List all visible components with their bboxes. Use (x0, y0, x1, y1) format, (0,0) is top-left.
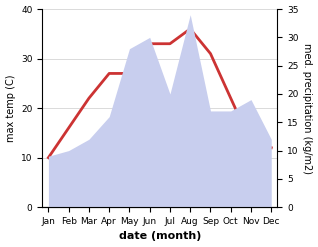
X-axis label: date (month): date (month) (119, 231, 201, 242)
Y-axis label: max temp (C): max temp (C) (5, 74, 16, 142)
Y-axis label: med. precipitation (kg/m2): med. precipitation (kg/m2) (302, 43, 313, 174)
